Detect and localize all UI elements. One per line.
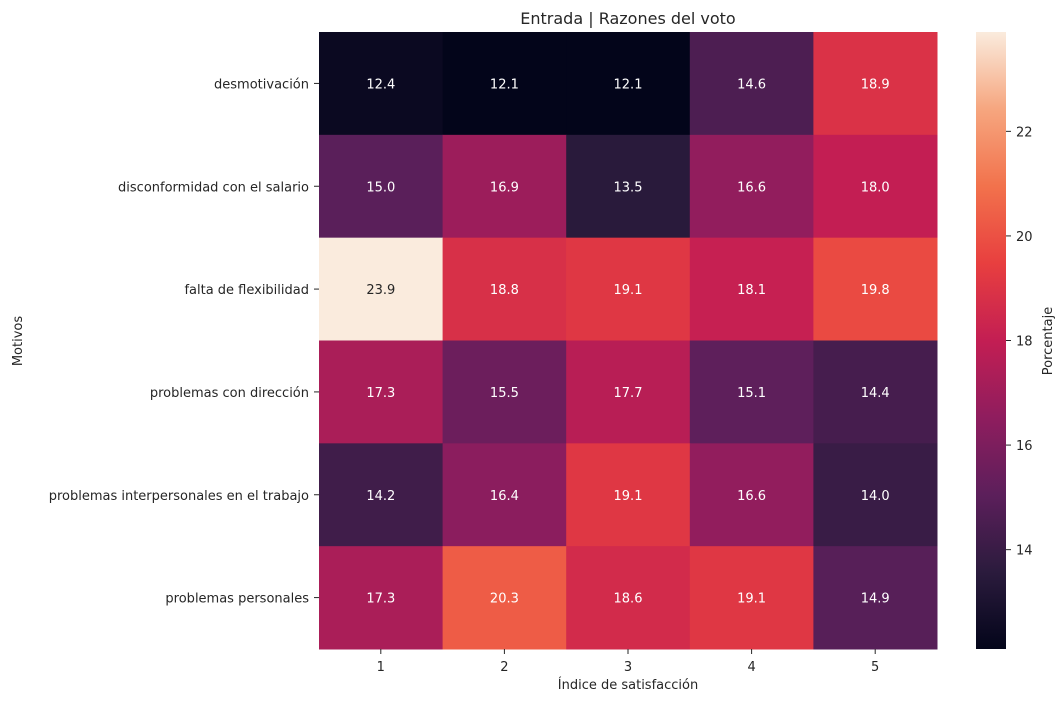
chart-title: Entrada | Razones del voto [520, 9, 735, 28]
heatmap-cell [566, 340, 691, 444]
cell-value-label: 18.6 [614, 592, 643, 607]
heatmap-cell [566, 546, 691, 650]
cell-value-label: 15.5 [490, 386, 519, 401]
heatmap-cell [566, 237, 691, 341]
heatmap-cell [566, 134, 691, 239]
heatmap-cell [319, 32, 444, 136]
cell-value-label: 16.9 [490, 180, 519, 195]
colorbar: 14 16 18 20 22 Porcentaje [976, 32, 1056, 649]
cell-value-label: 18.0 [861, 180, 890, 195]
cell-value-label: 12.4 [366, 77, 395, 92]
heatmap-cell [689, 237, 814, 341]
cell-value-label: 23.9 [366, 283, 395, 298]
cell-value-label: 15.1 [737, 386, 766, 401]
colorbar-tick-label: 18 [1016, 335, 1033, 350]
cell-value-label: 20.3 [490, 592, 519, 607]
heatmap-cell [442, 546, 567, 650]
cell-value-label: 17.7 [614, 386, 643, 401]
y-axis-title: Motivos [11, 316, 26, 367]
cell-value-label: 12.1 [614, 77, 643, 92]
colorbar-tick-label: 22 [1016, 125, 1033, 140]
y-axis: desmotivación disconformidad con el salar… [49, 77, 319, 607]
heatmap-cell [442, 237, 567, 341]
heatmap-cell [689, 32, 814, 136]
y-tick-label: desmotivación [214, 77, 309, 92]
heatmap-cell [442, 134, 567, 239]
y-tick-label: problemas con dirección [150, 386, 309, 401]
heatmap-cell [319, 237, 444, 341]
cell-value-label: 14.2 [366, 489, 395, 504]
cell-value-label: 18.8 [490, 283, 519, 298]
cell-value-label: 19.1 [737, 592, 766, 607]
x-tick-label: 2 [500, 660, 508, 675]
x-tick-label: 1 [377, 660, 385, 675]
cell-value-label: 16.6 [737, 180, 766, 195]
heatmap-cell [319, 546, 444, 650]
cell-value-label: 14.0 [861, 489, 890, 504]
cell-value-label: 13.5 [614, 180, 643, 195]
heatmap-cell [442, 443, 567, 547]
heatmap-cell [689, 134, 814, 239]
heatmap-cell [442, 340, 567, 444]
heatmap-cell [813, 134, 938, 239]
y-tick-label: disconformidad con el salario [118, 180, 309, 195]
x-axis: 1 2 3 4 5 [377, 649, 879, 675]
cell-value-label: 17.3 [366, 592, 395, 607]
x-tick-label: 4 [747, 660, 755, 675]
cell-value-label: 19.1 [614, 283, 643, 298]
colorbar-label: Porcentaje [1041, 307, 1056, 375]
heatmap-cell [566, 32, 691, 136]
heatmap-cell [813, 32, 938, 136]
y-tick-label: problemas interpersonales en el trabajo [49, 489, 309, 504]
heatmap-cell [319, 134, 444, 239]
heatmap-cell [442, 32, 567, 136]
cell-value-label: 14.9 [861, 592, 890, 607]
heatmap-cell [813, 546, 938, 650]
x-tick-label: 5 [871, 660, 879, 675]
cell-value-label: 12.1 [490, 77, 519, 92]
colorbar-tick-label: 16 [1016, 439, 1033, 454]
heatmap-cell [813, 237, 938, 341]
cell-value-label: 18.9 [861, 77, 890, 92]
y-tick-label: problemas personales [165, 592, 309, 607]
colorbar-ticks: 14 16 18 20 22 [1006, 125, 1033, 559]
heatmap-cell [689, 443, 814, 547]
heatmap-cell [319, 443, 444, 547]
cell-value-label: 16.4 [490, 489, 519, 504]
colorbar-tick-label: 20 [1016, 230, 1033, 245]
colorbar-gradient [976, 32, 1006, 649]
cell-value-label: 14.6 [737, 77, 766, 92]
cell-value-label: 14.4 [861, 386, 890, 401]
colorbar-tick-label: 14 [1016, 544, 1033, 559]
cell-value-label: 17.3 [366, 386, 395, 401]
heatmap-cell [813, 443, 938, 547]
heatmap-cell [689, 546, 814, 650]
cell-value-label: 15.0 [366, 180, 395, 195]
cell-value-label: 19.8 [861, 283, 890, 298]
y-tick-label: falta de flexibilidad [184, 283, 309, 298]
heatmap-cell [813, 340, 938, 444]
cell-value-label: 16.6 [737, 489, 766, 504]
cell-value-label: 18.1 [737, 283, 766, 298]
heatmap-cell [566, 443, 691, 547]
x-tick-label: 3 [624, 660, 632, 675]
heatmap-cell [689, 340, 814, 444]
cell-value-label: 19.1 [614, 489, 643, 504]
x-axis-title: Índice de satisfacción [558, 677, 698, 693]
heatmap-cells: 12.4 12.1 12.1 14.6 18.9 15.0 16.9 13.5 16.6 18.0… [319, 32, 938, 650]
heatmap-cell [319, 340, 444, 444]
